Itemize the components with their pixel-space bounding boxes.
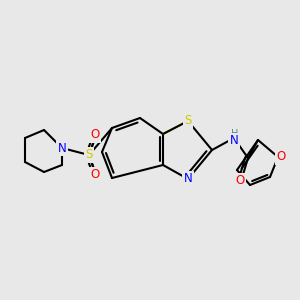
Text: O: O [236, 175, 244, 188]
Text: S: S [85, 148, 93, 161]
Text: O: O [276, 151, 286, 164]
Text: O: O [90, 128, 100, 142]
Text: N: N [230, 134, 238, 148]
Text: S: S [184, 115, 192, 128]
Text: N: N [58, 142, 66, 154]
Text: H: H [231, 129, 239, 139]
Text: N: N [184, 172, 192, 185]
Text: O: O [90, 169, 100, 182]
